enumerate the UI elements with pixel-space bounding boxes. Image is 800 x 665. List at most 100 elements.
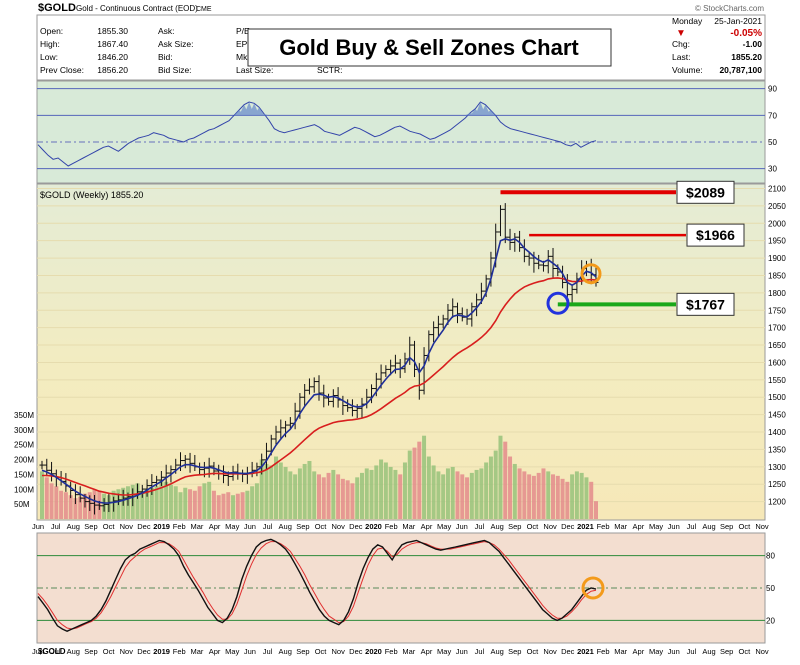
volume-bar [283,466,288,519]
volume-bar [197,486,202,519]
volume-value: 20,787,100 [719,65,762,75]
x-tick-label: Sep [720,647,733,656]
x-tick-label: Oct [739,522,752,531]
eps-label: EPS: [236,39,255,49]
volume-bar [63,492,68,519]
volume-tick-label: 200M [14,456,34,465]
zone-label-box [676,292,735,316]
volume-bar [254,483,259,519]
volume-bar [216,495,221,519]
volume-bar [484,462,489,519]
volume-bar [149,487,154,519]
rsi-tick-label: 30 [768,165,777,174]
x-tick-label: Apr [421,647,433,656]
x-tick-label: Aug [490,647,503,656]
x-tick-label: 2020 [365,647,382,656]
x-tick-label: Aug [279,522,292,531]
volume-bar [350,483,355,519]
x-tick-label: Aug [702,647,715,656]
x-tick-label: Oct [315,522,328,531]
volume-bar [145,489,150,519]
volume-bar [231,495,236,519]
volume-bar [211,490,216,519]
price-tick-label: 1550 [768,376,786,385]
high-label: High: [40,39,60,49]
volume-ticks: 50M 100M 150M 200M 250M 300M 350M [14,411,34,509]
x-tick-label: Dec [137,647,151,656]
volume-bar [522,471,527,519]
support-test-highlight-circle [546,291,570,315]
x-tick-label: Mar [614,647,627,656]
volume-bar [245,490,250,519]
volume-bar [331,469,336,519]
open-value: 1855.30 [97,26,128,36]
volume-bar [512,463,517,519]
volume-bar [402,462,407,519]
price-tick-label: 1900 [768,254,786,263]
volume-bar [202,483,207,519]
volume-bar [326,472,331,519]
x-tick-label: Jun [456,522,468,531]
x-tick-label: Jul [475,522,485,531]
watermark-label: © StockCharts.com [695,4,764,13]
x-tick-label: Oct [527,522,540,531]
x-tick-label: Jun [668,647,680,656]
price-x-axis: Jun Jul Aug Sep Oct Nov Dec 2019 Feb Mar Apr May Jun… [32,522,769,531]
volume-bar [493,450,498,519]
ask-label: Ask: [158,26,175,36]
x-tick-label: Nov [543,647,557,656]
x-tick-label: 2021 [577,647,594,656]
x-tick-label: Dec [137,522,151,531]
x-tick-label: May [225,522,239,531]
x-tick-label: Mar [614,522,627,531]
volume-bar [503,441,508,519]
volume-bar [312,471,317,519]
price-tick-label: 1250 [768,480,786,489]
volume-bar [465,477,470,519]
volume-bar [259,459,264,519]
zone-label: $1966 [696,227,735,243]
volume-bar [274,456,279,519]
volume-bar [321,477,326,519]
x-tick-label: Sep [84,647,97,656]
volume-bar [450,466,455,519]
x-tick-label: Jul [687,522,697,531]
rsi-overbought-fill [234,102,496,116]
x-tick-label: Oct [103,647,116,656]
x-tick-label: Mar [190,647,203,656]
price-tick-label: 1400 [768,428,786,437]
price-tick-label: 2100 [768,184,786,193]
price-tick-label: 1300 [768,463,786,472]
x-tick-label: Feb [385,647,398,656]
volume-bar [589,481,594,519]
x-tick-label: Dec [349,522,363,531]
x-tick-label: May [649,647,663,656]
description-label: Gold - Continuous Contract (EOD) [76,4,198,13]
volume-bar [594,501,598,519]
price-tick-label: 1800 [768,289,786,298]
volume-bar [565,481,570,519]
rsi-tick-label: 50 [768,138,777,147]
stochastic-k-line [37,538,597,632]
x-tick-label: Jun [244,647,256,656]
rsi-tick-label: 70 [768,111,777,120]
x-tick-label: Aug [702,522,715,531]
x-tick-label: May [225,647,239,656]
volume-bar [474,469,479,519]
stochastic-highlight-circle [581,576,605,600]
x-tick-label: Sep [296,522,309,531]
x-tick-label: Apr [421,522,433,531]
volume-bar [555,475,560,519]
date-label: 25-Jan-2021 [714,16,762,26]
x-tick-label: Oct [527,647,540,656]
volume-bar [498,435,503,519]
x-tick-label: Apr [209,647,221,656]
volume-bar [517,468,522,519]
volume-bar [173,486,178,519]
x-tick-label: Feb [173,647,186,656]
x-tick-label: Jul [263,522,273,531]
volume-bar [541,468,546,519]
volume-bar [426,456,431,519]
x-tick-label: Dec [349,647,363,656]
